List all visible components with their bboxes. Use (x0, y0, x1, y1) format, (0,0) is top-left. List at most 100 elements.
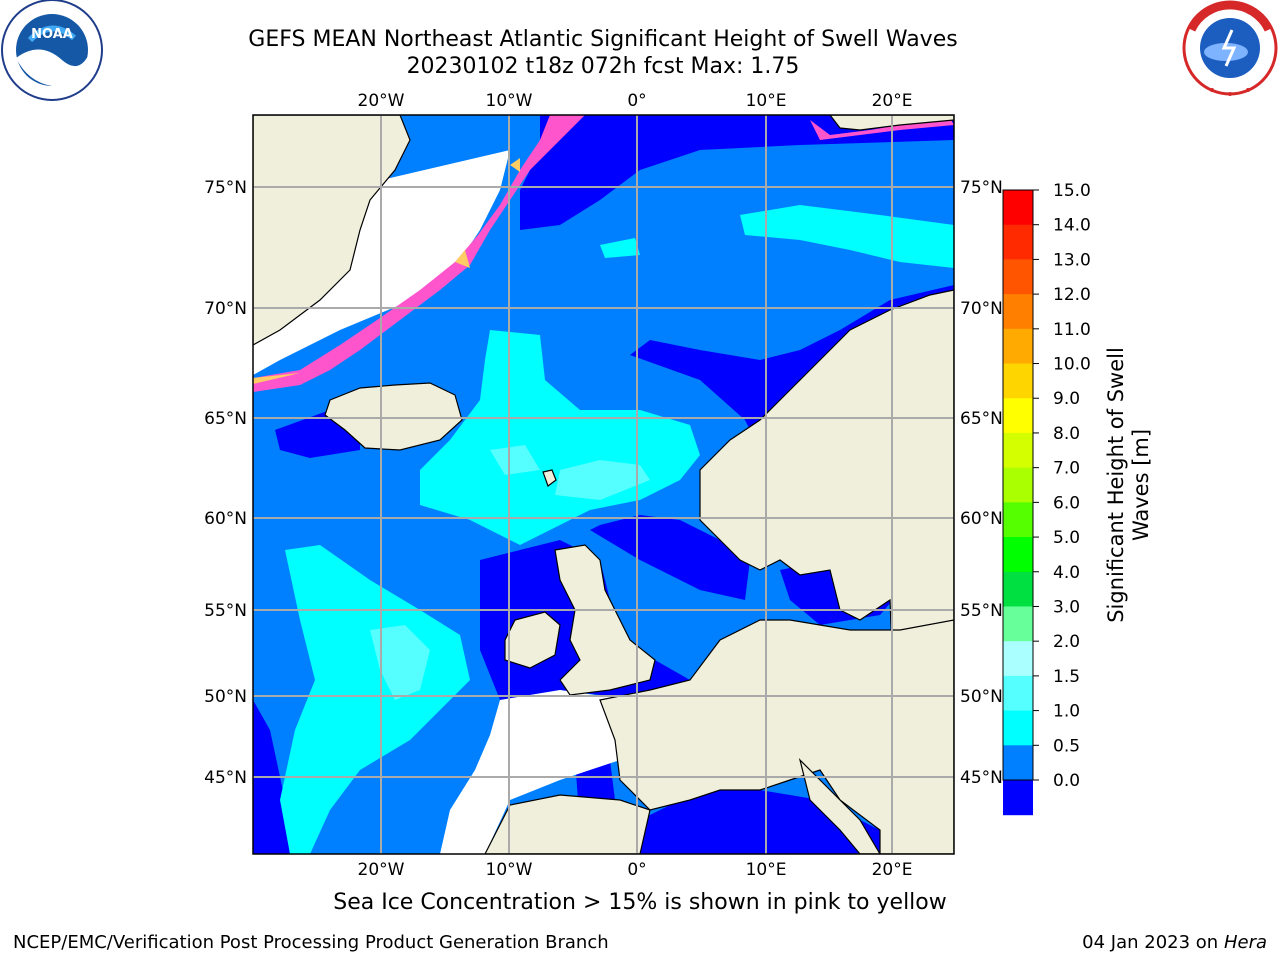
colorbar-segment (1003, 467, 1033, 503)
colorbar-segment (1003, 432, 1033, 469)
colorbar-title-line2: Waves [m] (1129, 428, 1153, 542)
sea-ice-caption: Sea Ice Concentration > 15% is shown in … (333, 890, 947, 915)
swell-zone-mid-jan (600, 238, 640, 258)
lon-label: 10°W (486, 860, 533, 880)
colorbar-segment (1003, 328, 1033, 365)
colorbar-segment (1003, 606, 1033, 642)
lat-label: 45°N (960, 768, 1003, 788)
land-great-britain (554, 544, 656, 696)
colorbar-segment (1003, 363, 1033, 399)
lon-label: 10°E (746, 91, 787, 111)
swell-zone-mid-faroe (420, 330, 700, 545)
colorbar-segment (1003, 502, 1033, 538)
lon-label: 0° (627, 860, 646, 880)
colorbar: 15.0 14.0 13.0 12.0 11.0 10.0 9.0 8.0 7.0 6.0 5.0 4… (1002, 181, 1091, 816)
colorbar-tick-label: 12.0 (1053, 285, 1091, 305)
colorbar-segment (1003, 745, 1033, 781)
lon-label: 20°E (872, 91, 913, 111)
noaa-logo-text: NOAA (31, 27, 73, 42)
lat-label: 65°N (204, 409, 247, 429)
lat-label: 60°N (204, 509, 247, 529)
lon-labels-top: 20°W 10°W 0° 10°E 20°E (358, 91, 913, 111)
colorbar-segment (1003, 537, 1033, 573)
lat-label: 50°N (204, 687, 247, 707)
colorbar-tick-label: 5.0 (1053, 528, 1080, 548)
lat-label: 60°N (960, 509, 1003, 529)
lat-label: 65°N (960, 409, 1003, 429)
sea-ice-edge (253, 115, 585, 392)
footer-credit: NCEP/EMC/Verification Post Processing Pr… (13, 932, 609, 953)
footer-date: 04 Jan 2023 on Hera (1082, 932, 1267, 953)
land-masses (253, 115, 954, 854)
land-europe (599, 619, 954, 854)
swell-zone-low-north (520, 115, 954, 230)
lat-labels-left: 75°N 70°N 65°N 60°N 55°N 50°N 45°N (204, 178, 247, 788)
lat-label: 50°N (960, 687, 1003, 707)
colorbar-segment (1003, 294, 1033, 330)
colorbar-tick-label: 7.0 (1053, 459, 1080, 479)
colorbar-segment (1003, 259, 1033, 295)
colorbar-tick-label: 6.0 (1053, 493, 1080, 513)
lat-label: 45°N (204, 768, 247, 788)
colorbar-frame (1002, 189, 1034, 781)
lon-label: 20°W (358, 860, 405, 880)
lat-label: 75°N (204, 178, 247, 198)
colorbar-tick-label: 15.0 (1053, 181, 1091, 201)
colorbar-tick-label: 9.0 (1053, 389, 1080, 409)
colorbar-segment (1003, 710, 1033, 746)
lat-label: 55°N (204, 601, 247, 621)
nws-logo (1182, 0, 1278, 96)
lon-label: 20°E (872, 860, 913, 880)
chart-title: GEFS MEAN Northeast Atlantic Significant… (248, 27, 958, 52)
lon-label: 20°W (358, 91, 405, 111)
map-frame (252, 114, 955, 855)
colorbar-tick-label: 4.0 (1053, 563, 1080, 583)
lat-label: 70°N (960, 299, 1003, 319)
land-faroe (542, 469, 557, 487)
colorbar-title-line1: Significant Height of Swell (1104, 347, 1128, 623)
colorbar-tick-label: 10.0 (1053, 355, 1091, 375)
swell-zone-low-med (640, 790, 954, 854)
colorbar-tick-label: 0.5 (1053, 736, 1080, 756)
colorbar-tick-label: 1.5 (1053, 667, 1080, 687)
lon-label: 10°W (486, 91, 533, 111)
lon-labels-bottom: 20°W 10°W 0° 10°E 20°E (358, 860, 913, 880)
land-italy (798, 758, 881, 854)
map-plot-area (253, 115, 954, 854)
lon-label: 0° (627, 91, 646, 111)
colorbar-tick-label: 2.0 (1053, 632, 1080, 652)
colorbar-segment (1003, 641, 1033, 677)
colorbar-segment (1003, 675, 1033, 712)
colorbar-tick-label: 14.0 (1053, 216, 1091, 236)
lat-labels-right: 75°N 70°N 65°N 60°N 55°N 50°N 45°N (960, 178, 1003, 788)
swell-zone-mid-barents (740, 205, 954, 268)
swell-zone-low-northsea (590, 515, 750, 600)
land-ireland (504, 611, 561, 669)
colorbar-tick-label: 0.0 (1053, 771, 1080, 791)
footer-date-text: 04 Jan 2023 on (1082, 932, 1224, 953)
colorbar-segment (1003, 190, 1033, 226)
land-greenland (253, 115, 411, 346)
colorbar-tick-label: 13.0 (1053, 250, 1091, 270)
land-iceland (324, 382, 463, 451)
colorbar-segment (1003, 780, 1033, 816)
chart-subtitle: 20230102 t18z 072h fcst Max: 1.75 (406, 54, 800, 79)
graticule (253, 115, 954, 854)
lat-label: 75°N (960, 178, 1003, 198)
footer-host: Hera (1223, 932, 1267, 953)
colorbar-tick-label: 1.0 (1053, 702, 1080, 722)
lon-label: 10°E (746, 860, 787, 880)
land-scandinavia (699, 289, 954, 854)
colorbar-tick-label: 8.0 (1053, 424, 1080, 444)
noaa-logo: NOAA (1, 0, 103, 101)
swell-zone-high-atlantic (370, 625, 430, 700)
colorbar-segment (1003, 571, 1033, 607)
colorbar-tick-label: 3.0 (1053, 597, 1080, 617)
swell-zone-high-norwegian (490, 445, 650, 500)
no-data-bay-of-biscay (440, 690, 630, 854)
lat-label: 55°N (960, 601, 1003, 621)
colorbar-tick-label: 11.0 (1053, 320, 1091, 340)
colorbar-segment (1003, 398, 1033, 434)
colorbar-segment (1003, 224, 1033, 260)
